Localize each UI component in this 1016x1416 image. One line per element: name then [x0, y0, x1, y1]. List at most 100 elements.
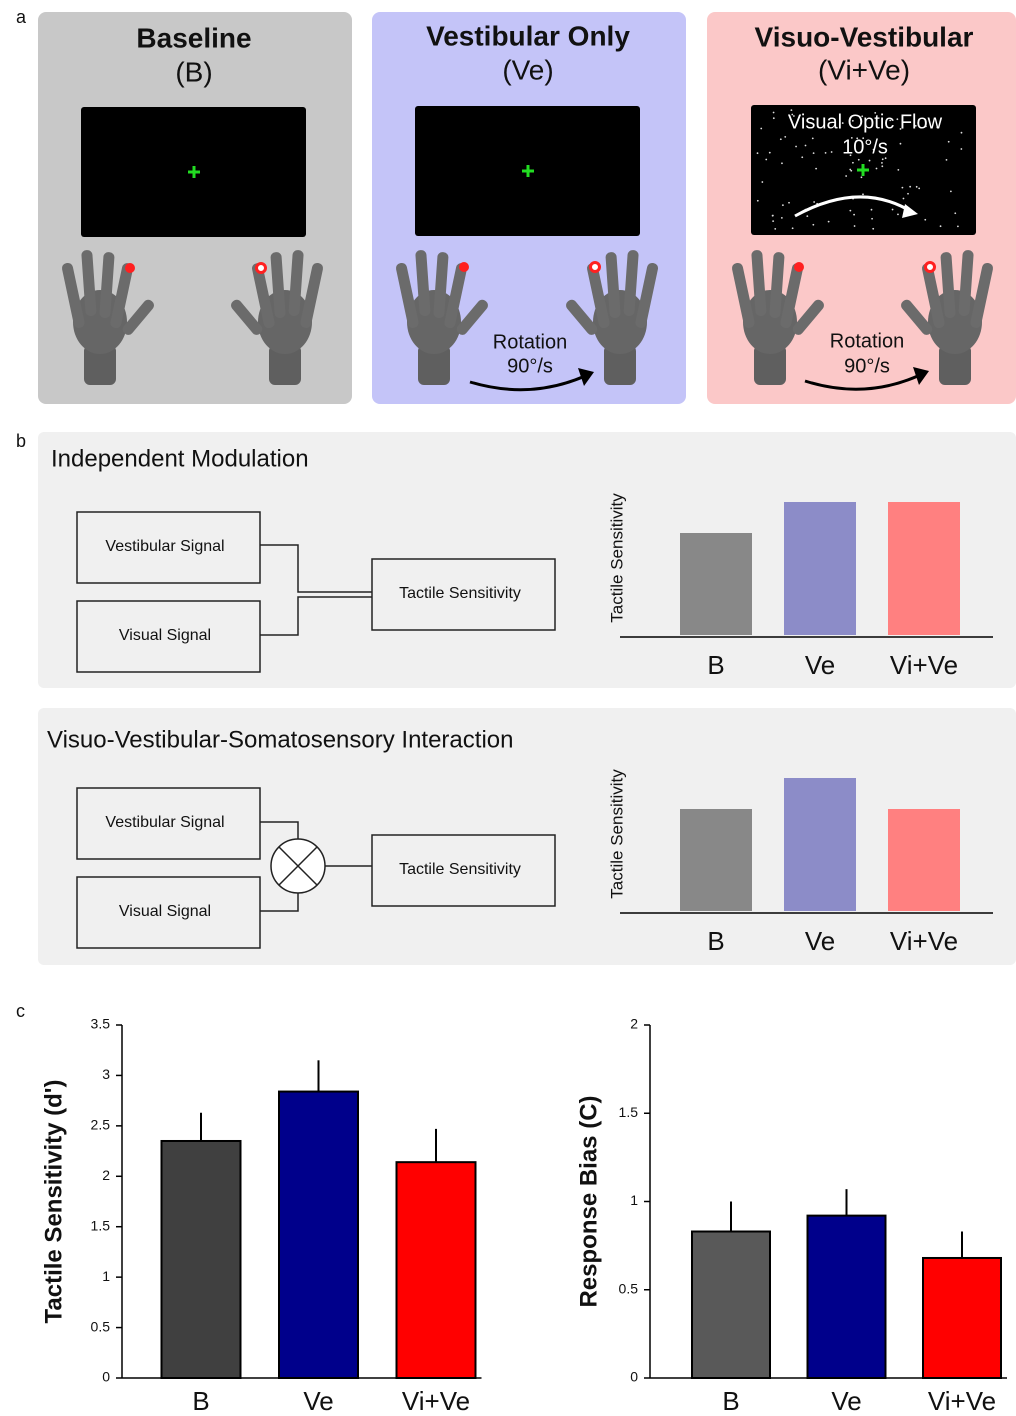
star [845, 175, 848, 177]
finger [940, 252, 956, 319]
star [954, 212, 957, 215]
finger [623, 250, 639, 317]
finger [288, 250, 304, 317]
star [812, 152, 815, 155]
finger [731, 262, 755, 328]
x-tick-label: Ve [303, 1386, 333, 1416]
star [781, 162, 783, 165]
bar [278, 1090, 359, 1379]
screen-text: 10°/s [842, 136, 888, 158]
star [804, 144, 807, 147]
star [772, 111, 775, 114]
star [851, 119, 854, 122]
star [891, 208, 894, 211]
y-axis-title: Tactile Sensitivity (d') [40, 1080, 67, 1324]
star [801, 156, 804, 159]
thumb [792, 299, 824, 335]
finger [81, 250, 97, 317]
schematic-bar [888, 502, 960, 635]
rotation-arrowhead [578, 368, 594, 386]
star [860, 176, 863, 179]
star [862, 193, 864, 196]
y-tick-label: 1.5 [91, 1217, 111, 1233]
stim-dot [794, 262, 804, 272]
star [957, 225, 959, 228]
flow-arrowhead [902, 204, 918, 218]
finger [780, 263, 803, 329]
star [960, 148, 963, 150]
star [874, 111, 877, 114]
category-label: Vi+Ve [890, 926, 958, 956]
y-tick-label: 1 [630, 1192, 638, 1208]
finger [970, 262, 994, 328]
model-title: Visuo-Vestibular-Somatosensory Interacti… [47, 726, 513, 753]
star [811, 137, 814, 140]
star [830, 151, 833, 153]
signal-box [76, 787, 261, 860]
star [902, 197, 905, 200]
star [945, 158, 948, 161]
star [881, 165, 884, 168]
finger [587, 263, 610, 329]
star [761, 181, 764, 183]
model-box [38, 708, 1016, 965]
bar [691, 1230, 771, 1379]
stim-dot-ring [589, 261, 601, 273]
condition-title: Visuo-Vestibular [755, 21, 974, 52]
condition-abbr: (B) [175, 56, 212, 87]
star [947, 140, 950, 143]
hand [61, 250, 154, 385]
star [924, 218, 927, 221]
star [784, 135, 787, 138]
flow-arrow [794, 195, 913, 218]
connector [278, 846, 318, 886]
star [881, 158, 884, 161]
star [909, 185, 912, 188]
star [925, 125, 927, 128]
thumb [566, 299, 598, 335]
y-tick-label: 0.5 [619, 1280, 639, 1296]
star [881, 162, 883, 164]
y-tick-label: 3.5 [91, 1016, 111, 1032]
star [889, 119, 892, 122]
star [875, 167, 878, 170]
fixation-cross [188, 164, 869, 178]
rotation-text: Rotation [493, 331, 568, 353]
star [884, 157, 887, 160]
wrist [84, 345, 116, 385]
x-tick-label: B [722, 1386, 739, 1416]
connector [260, 544, 372, 593]
star [871, 217, 873, 220]
output-label: Tactile Sensitivity [399, 585, 521, 602]
y-tick-label: 0 [630, 1369, 638, 1385]
condition-title: Vestibular Only [426, 20, 630, 51]
star [772, 220, 775, 223]
finger [252, 263, 275, 329]
signal-label: Visual Signal [119, 903, 211, 920]
wrist [604, 345, 636, 385]
bar [922, 1256, 1002, 1379]
schematic-bar [784, 778, 856, 911]
star [792, 115, 795, 117]
y-tick-label: 2 [102, 1167, 110, 1183]
star [795, 145, 797, 148]
star [849, 209, 852, 212]
star [756, 152, 759, 155]
condition-abbr: (Vi+Ve) [818, 54, 910, 85]
output-label: Tactile Sensitivity [399, 861, 521, 878]
star [868, 159, 871, 162]
signal-box [76, 511, 261, 584]
star [853, 225, 856, 227]
y-tick-label: 2 [630, 1016, 638, 1032]
stim-dot-ring [924, 261, 936, 273]
finger [270, 252, 286, 319]
thumb [901, 299, 933, 335]
category-label: B [707, 650, 724, 680]
axis-label: Tactile Sensitivity [607, 493, 626, 623]
output-box [371, 834, 556, 907]
star [872, 148, 875, 151]
finger [433, 252, 449, 319]
star [815, 167, 818, 170]
screen-text: Visual Optic Flow [788, 111, 943, 133]
